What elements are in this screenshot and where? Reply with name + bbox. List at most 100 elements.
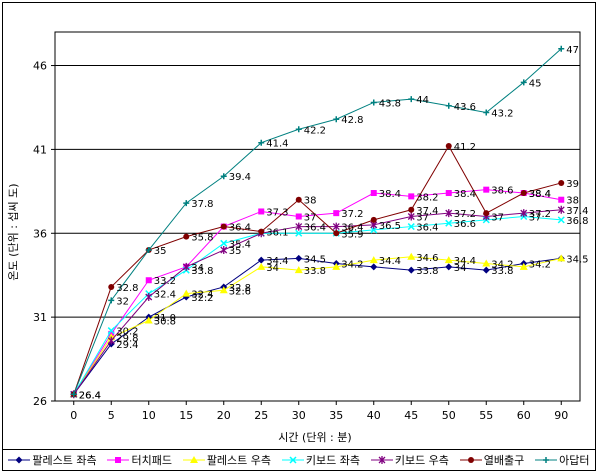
data-point	[257, 256, 265, 264]
legend-swatch	[8, 456, 31, 463]
data-label: 36.8	[566, 216, 588, 227]
legend-label: 터치패드	[131, 453, 172, 467]
data-point	[183, 233, 190, 240]
data-point	[407, 223, 415, 231]
legend-label: 팔레스트 좌측	[32, 453, 97, 467]
data-point	[558, 179, 565, 186]
data-point	[257, 262, 266, 270]
legend-item: 팔레스트 좌측	[8, 452, 97, 468]
data-label: 36.6	[454, 219, 476, 230]
data-label: 33.8	[191, 266, 213, 277]
data-point	[144, 316, 153, 324]
data-label: 35	[154, 246, 167, 257]
data-point	[107, 327, 115, 335]
data-label: 43.8	[379, 98, 401, 109]
data-label: 30.8	[154, 316, 176, 327]
data-label: 38.4	[529, 189, 551, 200]
data-point	[369, 256, 378, 264]
data-label: 37	[529, 213, 542, 224]
y-tick-label: 36	[33, 227, 47, 240]
data-label: 36.5	[379, 221, 401, 232]
y-axis: 26 31 36 41 46	[33, 60, 55, 408]
y-tick-label: 46	[33, 60, 47, 73]
data-label: 38.4	[529, 189, 551, 200]
data-label: 34.5	[566, 254, 588, 265]
data-point	[295, 196, 302, 203]
data-label: 41.2	[454, 142, 476, 153]
series-6	[70, 143, 565, 398]
data-label: 32.6	[229, 286, 251, 297]
data-label: 34.4	[379, 256, 401, 267]
data-label: 30.2	[116, 327, 138, 338]
data-point	[482, 259, 491, 267]
data-label: 37	[416, 213, 429, 224]
data-label: 38.4	[454, 189, 476, 200]
data-label: 37.4	[566, 206, 588, 217]
x-tick-label: 30	[292, 409, 306, 422]
data-point	[145, 247, 152, 254]
data-point	[445, 209, 453, 218]
data-point	[467, 456, 474, 463]
y-tick-label: 31	[33, 311, 47, 324]
series-line	[73, 257, 562, 395]
data-point	[15, 456, 23, 463]
data-label: 36.1	[266, 228, 288, 239]
data-label: 38.4	[379, 189, 401, 200]
data-point	[408, 206, 415, 213]
data-point	[220, 223, 227, 230]
data-point	[295, 213, 302, 220]
data-label: 33.8	[416, 266, 438, 277]
data-labels: 26.429.431.032.232.834.4 34.5 34.233.8 34 33…	[79, 45, 589, 402]
data-label: 37.4	[416, 206, 438, 217]
legend-swatch	[281, 455, 304, 464]
data-point	[543, 456, 550, 463]
data-label: 34	[454, 263, 467, 274]
legend-label: 팔레스트 우측	[206, 453, 272, 467]
data-point	[145, 277, 152, 284]
data-label: 35.9	[341, 229, 363, 240]
data-label: 38	[304, 196, 317, 207]
data-label: 36.4	[229, 223, 251, 234]
data-label: 32.8	[229, 283, 251, 294]
data-label: 33.8	[491, 266, 513, 277]
x-tick-label: 40	[367, 409, 381, 422]
data-point	[558, 196, 565, 203]
data-label: 43.2	[491, 109, 513, 120]
data-point	[189, 455, 198, 463]
data-point	[370, 263, 378, 271]
series-line	[73, 256, 562, 395]
x-tick-label: 90	[554, 409, 568, 422]
data-label: 44	[416, 95, 429, 106]
data-point	[333, 116, 340, 123]
data-label: 31.0	[154, 313, 176, 324]
data-point	[332, 262, 341, 270]
data-label: 33.2	[154, 276, 176, 287]
series-2	[70, 186, 565, 398]
legend-swatch	[459, 456, 482, 463]
legend-swatch	[182, 455, 205, 463]
chart-frame	[2, 2, 596, 471]
series-line	[73, 209, 562, 395]
data-label: 34.2	[341, 259, 363, 270]
data-label: 29.4	[116, 340, 138, 351]
data-label: 26.4	[79, 390, 101, 401]
data-point	[145, 293, 153, 302]
data-label: 32	[116, 296, 129, 307]
data-label: 34	[191, 263, 204, 274]
legend-label: 키보드 좌측	[305, 453, 360, 467]
legend-label: 아답터	[559, 453, 590, 467]
data-point	[258, 228, 265, 235]
legend-item: 팔레스트 우측	[182, 452, 272, 468]
data-point	[483, 109, 490, 116]
data-point	[182, 262, 190, 271]
data-point	[483, 186, 490, 193]
x-tick-label: 15	[179, 409, 193, 422]
legend-swatch	[535, 456, 558, 463]
data-label: 47	[566, 45, 579, 56]
data-point	[378, 455, 386, 464]
legend-item: 키보드 좌측	[281, 452, 360, 468]
data-point	[107, 336, 115, 345]
data-point	[520, 209, 528, 218]
data-point	[407, 212, 415, 221]
x-tick-label: 60	[517, 409, 531, 422]
